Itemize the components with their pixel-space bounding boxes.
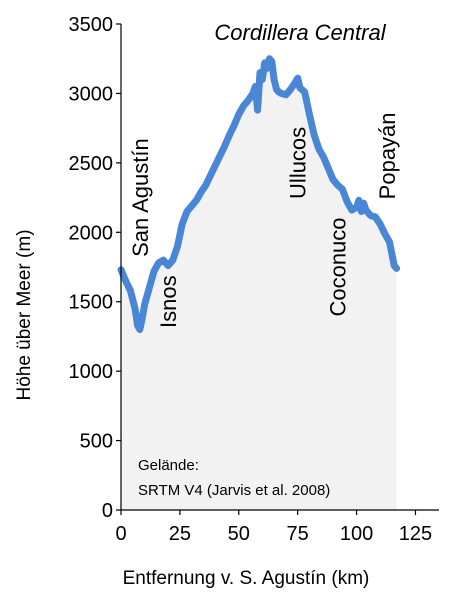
- axes-layer: [120, 24, 439, 511]
- y-tick-label: 1500: [69, 292, 114, 314]
- y-tick-label: 3000: [69, 83, 114, 105]
- place-annotation: Ullucos: [286, 127, 311, 199]
- source-label: Gelände:: [138, 457, 199, 474]
- y-tick-label: 2000: [69, 222, 114, 244]
- y-tick-label: 2500: [69, 153, 114, 175]
- y-axis-title: Höhe über Meer (m): [14, 229, 35, 400]
- place-annotation: San Agustín: [128, 138, 153, 257]
- source-citation: SRTM V4 (Jarvis et al. 2008): [138, 482, 330, 499]
- place-annotation: Popayán: [375, 112, 400, 199]
- x-axis-title: Entfernung v. S. Agustín (km): [123, 568, 370, 589]
- x-tick-label: 0: [115, 523, 126, 545]
- ticks-layer: 0 500 1000 1500 2000 2500 3000 3500 0 25 50 75 100 12…: [69, 14, 433, 545]
- chart-title: Cordillera Central: [214, 20, 386, 45]
- x-tick-label: 100: [340, 523, 373, 545]
- y-tick-label: 3500: [69, 14, 114, 36]
- x-tick-label: 50: [228, 523, 250, 545]
- x-tick-label: 125: [399, 523, 432, 545]
- place-annotation: Isnos: [156, 275, 181, 328]
- x-tick-label: 75: [287, 523, 309, 545]
- y-tick-label: 1000: [69, 361, 114, 383]
- place-annotation: Coconuco: [326, 217, 351, 316]
- series-line-layer: [117, 55, 401, 333]
- elevation-profile-line: [117, 55, 401, 333]
- y-tick-label: 500: [80, 431, 113, 453]
- x-tick-label: 25: [169, 523, 191, 545]
- y-tick-label: 0: [102, 500, 113, 522]
